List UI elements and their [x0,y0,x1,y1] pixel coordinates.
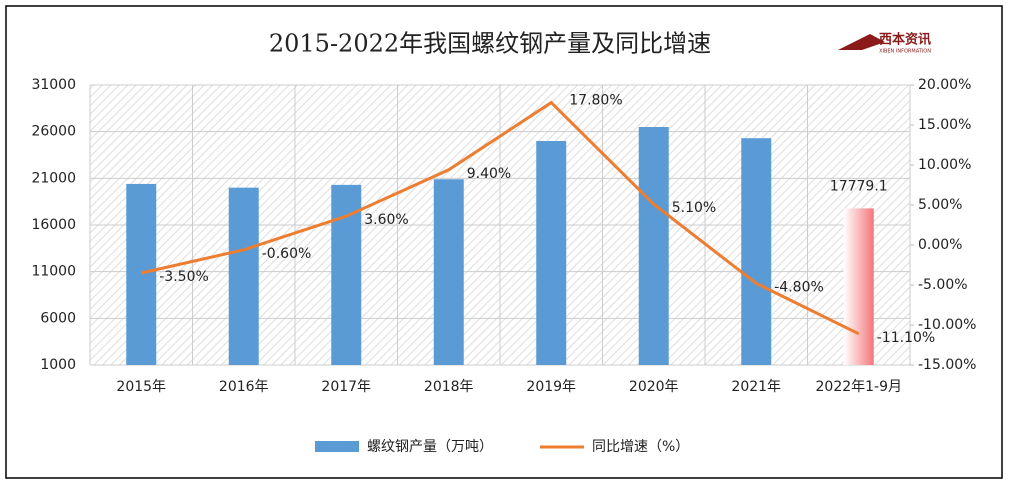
y2-tick-label: 0.00% [918,237,962,253]
y-tick-label: 16000 [31,217,76,233]
bar [126,183,157,365]
x-tick-label: 2017年 [321,379,371,395]
logo-icon [838,34,885,50]
y2-tick-label: -15.00% [918,357,976,373]
data-label: 17.80% [569,93,622,109]
data-label: -4.80% [774,279,824,295]
y2-tick-label: 5.00% [918,197,962,213]
bar [433,179,464,365]
bar [228,187,259,365]
y-tick-label: 11000 [31,264,76,280]
data-label: 5.10% [672,200,716,216]
x-tick-label: 2015年 [116,379,166,395]
x-tick-label: 2016年 [219,379,269,395]
data-label: -3.50% [159,269,209,285]
logo: 西本资讯 [879,32,931,48]
data-label: 3.60% [364,212,408,228]
y2-tick-label: 20.00% [918,77,971,93]
chart-title: 2015-2022年我国螺纹钢产量及同比增速 [269,30,711,58]
y2-tick-label: -10.00% [918,317,976,333]
data-label: -11.10% [877,330,935,346]
y-tick-label: 6000 [40,310,76,326]
y-tick-label: 1000 [40,357,76,373]
bar [536,141,567,365]
y2-tick-label: -5.00% [918,277,968,293]
line [140,100,860,336]
legend-swatch [315,441,359,452]
x-tick-label: 2020年 [629,379,679,395]
legend-label: 同比增速（%） [592,439,689,455]
legend-label: 螺纹钢产量（万吨） [367,439,493,455]
data-label: 9.40% [467,166,511,182]
logo-subtitle: XIBEN INFORMATION [879,49,931,55]
bar [741,138,772,365]
y2-tick-label: 15.00% [918,117,971,133]
y2-tick-label: 10.00% [918,157,971,173]
y-tick-label: 31000 [31,77,76,93]
y-tick-label: 21000 [31,170,76,186]
x-tick-label: 2022年1-9月 [816,379,903,395]
data-label: 17779.1 [830,178,888,194]
data-label: -0.60% [262,246,312,262]
y-tick-label: 26000 [31,124,76,140]
x-tick-label: 2018年 [424,379,474,395]
bar [638,127,669,365]
x-tick-label: 2019年 [526,379,576,395]
bar [843,208,874,365]
x-tick-label: 2021年 [731,379,781,395]
